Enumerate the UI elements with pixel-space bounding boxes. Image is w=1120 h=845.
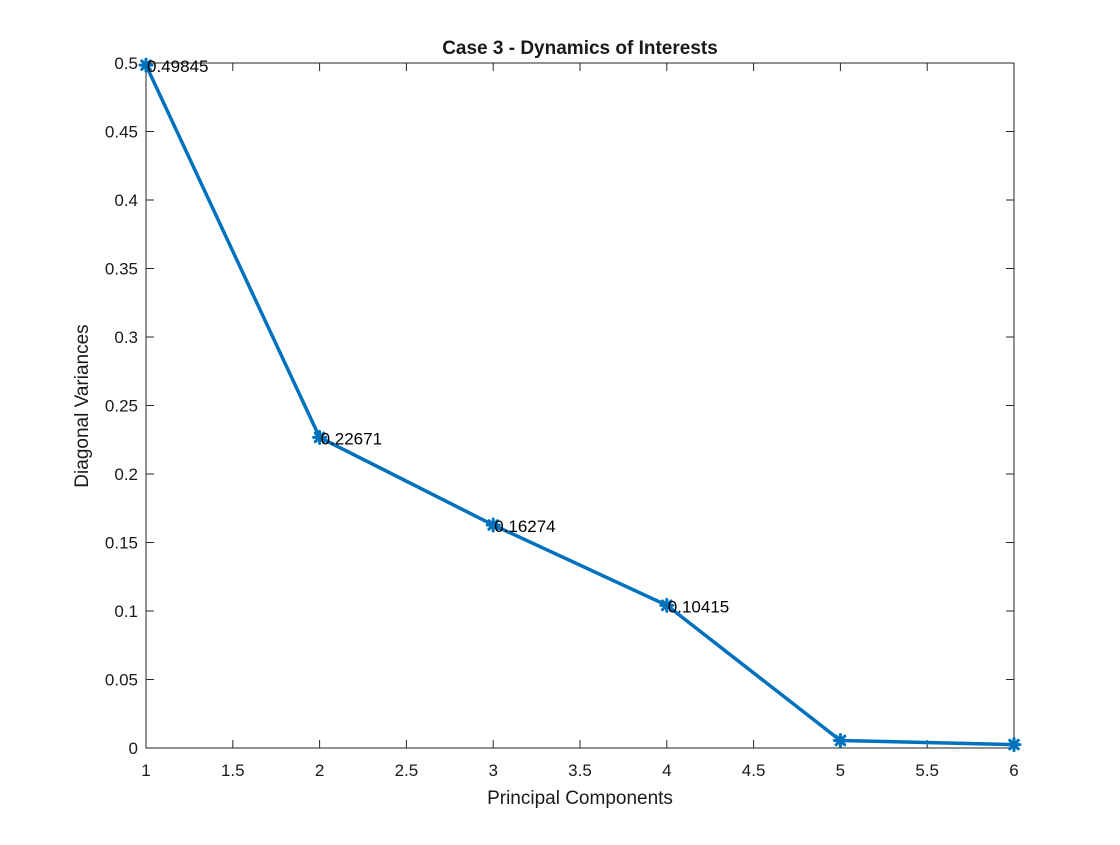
asterisk-marker-stroke: [487, 519, 500, 531]
series-lines: [144, 63, 1016, 747]
x-axis-label: Principal Components: [487, 788, 673, 809]
data-point: [485, 517, 501, 533]
y-tick-label: 0.25: [105, 397, 138, 416]
data-point: [832, 732, 848, 748]
y-tick-label: 0.35: [105, 260, 138, 279]
asterisk-marker-stroke: [660, 599, 673, 612]
x-tick-label: 2.5: [395, 761, 419, 780]
plot-area: [145, 62, 1015, 749]
x-tick-label: 1.5: [221, 761, 245, 780]
tick-marks: [145, 62, 1015, 749]
x-tick-label: 5.5: [915, 761, 939, 780]
y-tick-label: 0.5: [114, 54, 138, 73]
data-point: [138, 57, 154, 73]
y-tick-label: 0.2: [114, 465, 138, 484]
data-label: 0.10415: [668, 597, 729, 616]
data-point: [659, 597, 675, 613]
data-point: [312, 429, 328, 445]
y-tick-label: 0.05: [105, 671, 138, 690]
x-tick-label: 2: [315, 761, 324, 780]
x-tick-label: 3: [488, 761, 497, 780]
x-tick-label: 4: [662, 761, 671, 780]
series-line: [144, 63, 1016, 747]
x-tick-label: 4.5: [742, 761, 766, 780]
y-tick-label: 0.4: [114, 191, 138, 210]
x-tick-label: 6: [1009, 761, 1018, 780]
x-tick-label: 3.5: [568, 761, 592, 780]
data-annotations: 0.49845 0.22671 0.16274 0.10415: [147, 57, 729, 616]
y-tick-label: 0.45: [105, 123, 138, 142]
asterisk-marker-stroke: [1008, 738, 1020, 751]
axes-box: [145, 62, 1015, 749]
y-tick-label: 0.3: [114, 328, 138, 347]
asterisk-marker-stroke: [140, 59, 152, 71]
asterisk-marker-stroke: [313, 431, 326, 444]
data-label: 0.16274: [494, 517, 555, 536]
data-label: 0.22671: [321, 429, 382, 448]
y-tick-label: 0.1: [114, 602, 138, 621]
x-tick-label: 5: [836, 761, 845, 780]
data-label: 0.49845: [147, 57, 208, 76]
x-tick-label: 1: [141, 761, 150, 780]
y-axis-label: Diagonal Variances: [72, 324, 93, 487]
data-markers: [138, 57, 1022, 753]
tick-labels: 1 1.5 2 2.5 3 3.5 4 4.5 5 5.5 6 0 0.05 0.1 0.15 0.2 0.25…: [105, 54, 1019, 780]
y-tick-label: 0: [129, 739, 138, 758]
chart-title: Case 3 - Dynamics of Interests: [442, 38, 718, 59]
asterisk-marker-stroke: [834, 734, 847, 747]
y-tick-label: 0.15: [105, 534, 138, 553]
data-point: [1006, 737, 1022, 753]
